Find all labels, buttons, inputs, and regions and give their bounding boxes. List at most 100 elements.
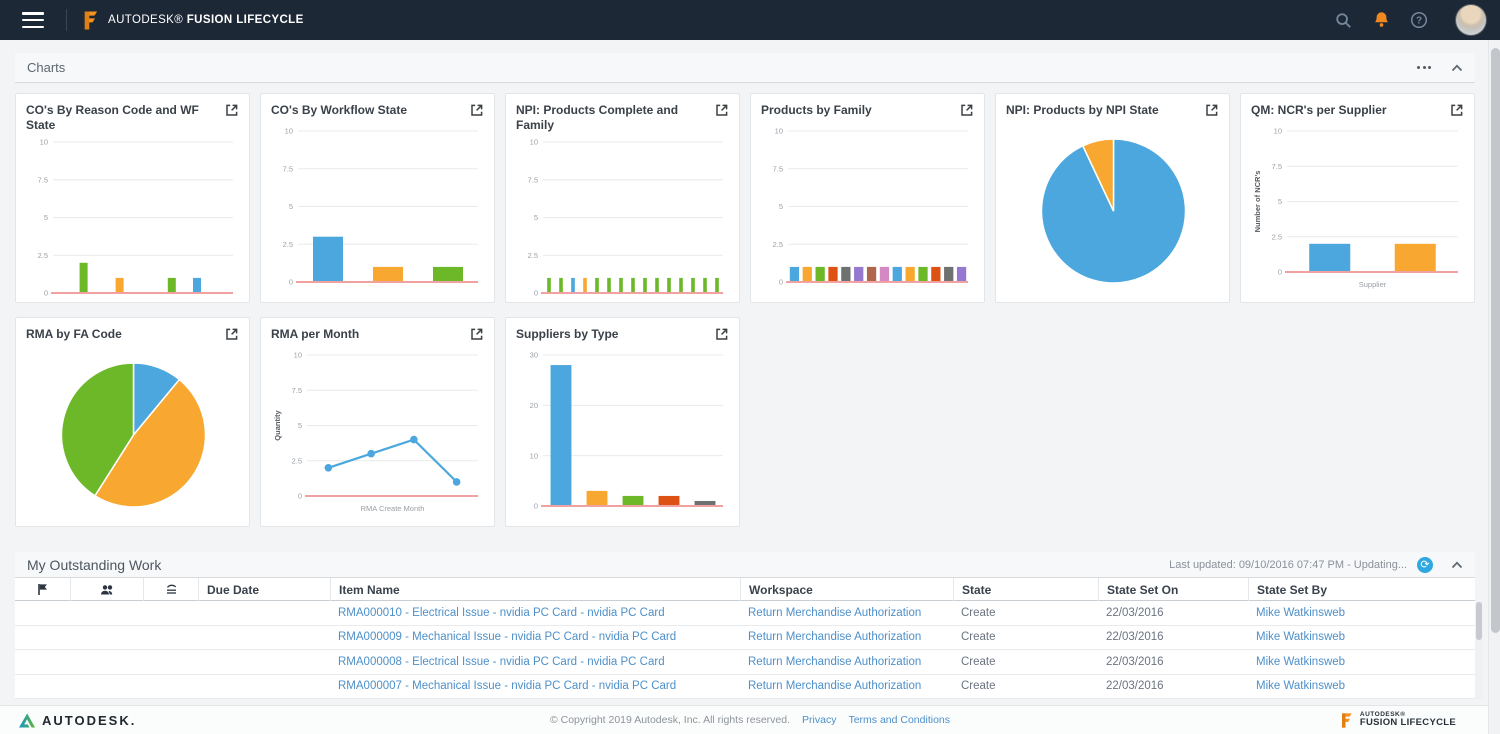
svg-text:10: 10: [40, 138, 48, 147]
svg-text:2.5: 2.5: [38, 251, 48, 260]
milestones-column-icon[interactable]: [143, 578, 198, 601]
top-navbar: AUTODESK® FUSION LIFECYCLE ?: [0, 0, 1500, 40]
search-icon[interactable]: [1332, 9, 1354, 31]
col-state-set-on[interactable]: State Set On: [1098, 578, 1248, 601]
state-set-by-link[interactable]: Mike Watkinsweb: [1256, 655, 1346, 668]
table-scrollbar-thumb[interactable]: [1476, 602, 1482, 640]
page-scrollbar-thumb[interactable]: [1490, 48, 1500, 633]
menu-icon[interactable]: [22, 12, 44, 28]
state-set-by-link[interactable]: Mike Watkinsweb: [1256, 606, 1346, 619]
chart-title: Suppliers by Type: [516, 327, 619, 341]
svg-text:0: 0: [44, 289, 48, 298]
state-set-on-cell: 22/03/2016: [1106, 655, 1164, 668]
chart-title: CO's By Workflow State: [271, 103, 407, 117]
open-chart-icon[interactable]: [715, 327, 729, 346]
brand-logo: AUTODESK® FUSION LIFECYCLE: [81, 10, 304, 31]
fusion-f-icon: [84, 10, 98, 30]
assignees-column-icon[interactable]: [70, 578, 143, 601]
chart-plot: 0 10 20 30: [530, 351, 723, 511]
chart-title: QM: NCR's per Supplier: [1251, 103, 1387, 117]
flag-column-icon[interactable]: [15, 578, 70, 601]
svg-text:30: 30: [530, 351, 538, 360]
item-name-link[interactable]: RMA000010 - Electrical Issue - nvidia PC…: [338, 606, 665, 619]
chart-card: NPI: Products by NPI State: [995, 93, 1230, 303]
svg-text:2.5: 2.5: [773, 240, 783, 249]
col-item-name[interactable]: Item Name: [330, 578, 740, 601]
brand-text: AUTODESK® FUSION LIFECYCLE: [108, 14, 304, 26]
charts-panel-header: Charts: [15, 53, 1475, 83]
item-name-link[interactable]: RMA000009 - Mechanical Issue - nvidia PC…: [338, 631, 677, 644]
col-due-date[interactable]: Due Date: [198, 578, 330, 601]
item-name-link[interactable]: RMA000007 - Mechanical Issue - nvidia PC…: [338, 680, 677, 693]
svg-text:7.5: 7.5: [38, 175, 48, 184]
help-icon[interactable]: ?: [1408, 9, 1430, 31]
chart-plot: 0 2.5 5 7.5 10: [38, 138, 233, 298]
svg-text:10: 10: [294, 351, 302, 360]
chart-title: CO's By Reason Code and WF State: [26, 103, 199, 132]
open-chart-icon[interactable]: [225, 103, 239, 122]
svg-text:20: 20: [530, 401, 538, 410]
table-body: RMA000010 - Electrical Issue - nvidia PC…: [15, 601, 1475, 699]
svg-text:0: 0: [534, 502, 538, 511]
svg-text:10: 10: [530, 451, 538, 460]
refresh-icon[interactable]: ⟳: [1417, 556, 1433, 573]
notifications-icon[interactable]: [1370, 9, 1392, 31]
col-workspace[interactable]: Workspace: [740, 578, 953, 601]
open-chart-icon[interactable]: [715, 103, 729, 122]
open-chart-icon[interactable]: [470, 327, 484, 346]
state-set-by-link[interactable]: Mike Watkinsweb: [1256, 680, 1346, 693]
chart-plot: 0 2.5 5 7.5 10: [283, 127, 478, 287]
item-name-link[interactable]: RMA000008 - Electrical Issue - nvidia PC…: [338, 655, 665, 668]
svg-text:0: 0: [534, 289, 538, 298]
svg-text:0: 0: [1278, 268, 1282, 277]
chart-plot: 0 2.5 5 7.5 10: [773, 127, 968, 287]
table-row: RMA000007 - Mechanical Issue - nvidia PC…: [15, 674, 1475, 699]
chart-cards-row-2: RMA by FA Code RMA per Month 0 2.5 5 7.5 10 Qua…: [15, 317, 1475, 527]
workspace-link[interactable]: Return Merchandise Authorization: [748, 680, 922, 693]
table-row: RMA000008 - Electrical Issue - nvidia PC…: [15, 650, 1475, 675]
chart-title: RMA by FA Code: [26, 327, 122, 341]
state-set-by-link[interactable]: Mike Watkinsweb: [1256, 631, 1346, 644]
workspace-link[interactable]: Return Merchandise Authorization: [748, 655, 922, 668]
page-scrollbar[interactable]: [1488, 40, 1500, 734]
open-chart-icon[interactable]: [960, 103, 974, 122]
svg-text:7.5: 7.5: [283, 164, 293, 173]
chart-plot: [1040, 138, 1187, 284]
svg-text:?: ?: [1416, 16, 1422, 27]
col-state-set-by[interactable]: State Set By: [1248, 578, 1475, 601]
state-cell: Create: [961, 631, 996, 644]
autodesk-wordmark: AUTODESK.: [42, 712, 137, 728]
table-row: RMA000010 - Electrical Issue - nvidia PC…: [15, 601, 1475, 626]
fusion-footer-line2: FUSION LIFECYCLE: [1359, 717, 1456, 729]
svg-text:7.5: 7.5: [1272, 162, 1282, 171]
svg-text:Number of NCR's: Number of NCR's: [1253, 171, 1262, 233]
chart-plot: [60, 362, 207, 508]
outstanding-title: My Outstanding Work: [27, 556, 162, 573]
chart-title: RMA per Month: [271, 327, 360, 341]
svg-text:10: 10: [285, 127, 293, 136]
col-state[interactable]: State: [953, 578, 1098, 601]
charts-collapse-icon[interactable]: [1451, 63, 1463, 72]
svg-text:10: 10: [1274, 127, 1282, 136]
table-scrollbar[interactable]: [1475, 601, 1483, 699]
chart-cards-row-1: CO's By Reason Code and WF State 0 2.5 5 7.5…: [15, 93, 1475, 303]
svg-text:7.5: 7.5: [528, 175, 538, 184]
chart-card: CO's By Reason Code and WF State 0 2.5 5 7.5…: [15, 93, 250, 303]
fusion-f-icon-footer: [1341, 712, 1352, 728]
open-chart-icon[interactable]: [470, 103, 484, 122]
outstanding-header: My Outstanding Work Last updated: 09/10/…: [15, 552, 1475, 578]
outstanding-collapse-icon[interactable]: [1451, 560, 1463, 569]
workspace-link[interactable]: Return Merchandise Authorization: [748, 606, 922, 619]
chart-card: CO's By Workflow State 0 2.5 5 7.5 10: [260, 93, 495, 303]
terms-link[interactable]: Terms and Conditions: [848, 714, 951, 726]
fusion-footer-logo: AUTODESK® FUSION LIFECYCLE: [1339, 711, 1456, 729]
workspace-link[interactable]: Return Merchandise Authorization: [748, 631, 922, 644]
open-chart-icon[interactable]: [225, 327, 239, 346]
copyright-text: © Copyright 2019 Autodesk, Inc. All righ…: [549, 714, 791, 726]
more-options-icon[interactable]: [1415, 62, 1433, 73]
svg-text:5: 5: [298, 421, 302, 430]
user-avatar[interactable]: [1456, 5, 1486, 35]
privacy-link[interactable]: Privacy: [802, 714, 837, 726]
open-chart-icon[interactable]: [1450, 103, 1464, 122]
open-chart-icon[interactable]: [1205, 103, 1219, 122]
